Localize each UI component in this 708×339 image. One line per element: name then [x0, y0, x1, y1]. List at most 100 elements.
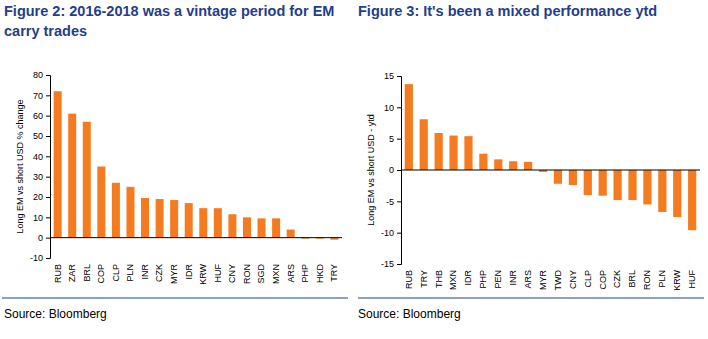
bars	[405, 84, 697, 230]
bar	[584, 170, 592, 195]
x-tick: BRL	[82, 258, 92, 282]
y-tick-label: -15	[381, 259, 394, 269]
x-tick-label: ARS	[523, 270, 533, 289]
x-tick: PEN	[493, 264, 503, 289]
x-tick-label: KRW	[198, 264, 208, 285]
x-tick: TWD	[553, 264, 563, 291]
x-tick-label: PHP	[478, 270, 488, 289]
chart-title: Figure 3: It's been a mixed performance …	[358, 3, 657, 19]
x-tick: RON	[642, 264, 652, 290]
bar	[214, 208, 222, 237]
bar	[673, 170, 681, 217]
y-tick-mark	[46, 177, 50, 178]
source-rule	[358, 298, 704, 299]
bars	[54, 91, 339, 239]
y-tick: 0	[389, 165, 401, 175]
x-tick-label: COP	[96, 264, 106, 284]
x-tick-label: TRY	[419, 270, 429, 288]
y-axis-title: Long EM vs short USD - ytd	[366, 114, 376, 226]
y-tick-mark	[46, 156, 50, 157]
x-tick: CZK	[612, 264, 622, 288]
y-tick-label: 40	[33, 152, 43, 162]
x-tick-label: HUF	[213, 264, 223, 283]
x-tick-label: TWD	[553, 270, 563, 291]
x-tick: COP	[598, 264, 608, 290]
y-axis-line	[46, 76, 51, 259]
x-tick-label: IDR	[463, 270, 473, 286]
x-tick-label: RUB	[404, 270, 414, 289]
x-tick-label: INR	[508, 270, 518, 286]
bar	[524, 162, 532, 170]
bar	[435, 133, 443, 170]
x-tick: PLN	[125, 258, 135, 282]
y-tick: 0	[38, 233, 50, 243]
y-tick-label: 70	[33, 91, 43, 101]
x-tick: ARS	[523, 264, 533, 289]
x-tick: CNY	[227, 258, 237, 283]
x-tick-label: CLP	[111, 264, 121, 282]
x-tick: CLP	[111, 258, 121, 282]
x-tick: INR	[508, 264, 518, 286]
y-tick-mark	[46, 116, 50, 117]
bar	[569, 170, 577, 185]
x-tick: RUB	[53, 258, 63, 283]
bar	[97, 167, 105, 238]
chart-panel: Figure 2: 2016-2018 was a vintage period…	[2, 3, 348, 321]
x-tick-label: SGD	[256, 264, 266, 284]
x-tick-label: CNY	[568, 270, 578, 289]
chart-panel: Figure 3: It's been a mixed performance …	[358, 3, 704, 321]
bar	[628, 170, 636, 200]
x-tick-label: MXN	[271, 264, 281, 284]
y-tick-label: 50	[33, 131, 43, 141]
x-tick-label: INR	[140, 264, 150, 280]
x-tick: MYR	[538, 264, 548, 290]
bar	[420, 119, 428, 170]
y-tick-mark	[397, 201, 401, 202]
y-tick-label: 0	[38, 233, 43, 243]
x-tick: MXN	[271, 258, 281, 284]
bar	[126, 187, 134, 238]
y-tick-mark	[46, 75, 50, 76]
y-tick: 50	[33, 131, 50, 141]
y-tick: 40	[33, 152, 50, 162]
bar	[658, 170, 666, 212]
x-tick: CLP	[583, 264, 593, 288]
y-axis: -15-10-5051015	[381, 71, 402, 269]
y-tick-label: 10	[33, 213, 43, 223]
bar	[643, 170, 651, 204]
x-tick: HUF	[687, 264, 697, 289]
chart-title: Figure 2: 2016-2018 was a vintage period…	[4, 3, 334, 39]
y-tick-mark	[46, 136, 50, 137]
bar	[688, 170, 696, 230]
bar	[243, 217, 251, 237]
bar	[405, 84, 413, 170]
bar	[614, 170, 622, 200]
x-tick-label: CLP	[583, 270, 593, 288]
bar	[258, 218, 266, 237]
x-tick-label: RON	[642, 270, 652, 290]
bar	[272, 218, 280, 237]
x-tick-label: MXN	[448, 270, 458, 290]
x-tick: CNY	[568, 264, 578, 289]
bar	[554, 170, 562, 184]
x-tick-label: PLN	[657, 270, 667, 288]
x-tick-label: HUF	[687, 270, 697, 289]
x-tick: MXN	[448, 264, 458, 290]
y-axis-line	[397, 77, 402, 265]
x-tick: HKD	[315, 258, 325, 283]
y-tick-mark	[46, 258, 50, 259]
y-tick: -15	[381, 259, 401, 269]
bar	[287, 230, 295, 238]
x-tick-label: BRL	[82, 264, 92, 282]
y-tick-mark	[397, 76, 401, 77]
y-tick-mark	[397, 264, 401, 265]
y-tick: -10	[30, 253, 50, 263]
y-tick: 70	[33, 91, 50, 101]
bar	[170, 200, 178, 238]
y-tick-mark	[397, 233, 401, 234]
bar	[228, 214, 236, 237]
bar	[156, 199, 164, 238]
y-tick-label: 15	[384, 71, 394, 81]
x-tick: TRY	[329, 258, 339, 282]
x-axis: RUBZARBRLCOPCLPPLNINRCZKMYRIDRKRWHUFCNYR…	[53, 258, 340, 285]
